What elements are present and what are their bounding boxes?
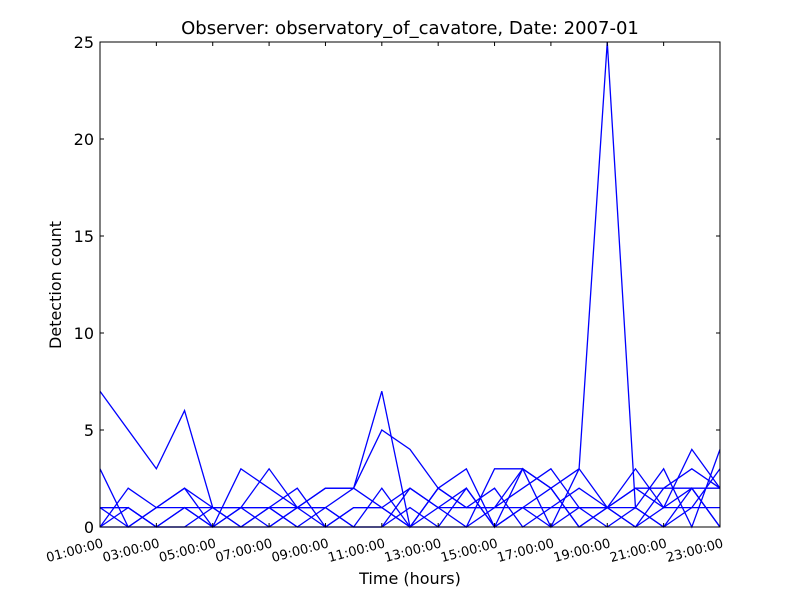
x-axis-label: Time (hours) xyxy=(358,569,461,588)
chart-title: Observer: observatory_of_cavatore, Date:… xyxy=(181,18,639,39)
y-tick-label: 0 xyxy=(84,518,94,537)
y-tick-label: 20 xyxy=(74,130,94,149)
y-tick-label: 15 xyxy=(74,227,94,246)
series-line-5 xyxy=(99,448,721,528)
y-tick-label: 10 xyxy=(74,324,94,343)
plot-frame xyxy=(99,41,721,528)
y-tick-label: 5 xyxy=(84,421,94,440)
y-tick-label: 25 xyxy=(74,33,94,52)
y-axis-label: Detection count xyxy=(46,221,65,349)
